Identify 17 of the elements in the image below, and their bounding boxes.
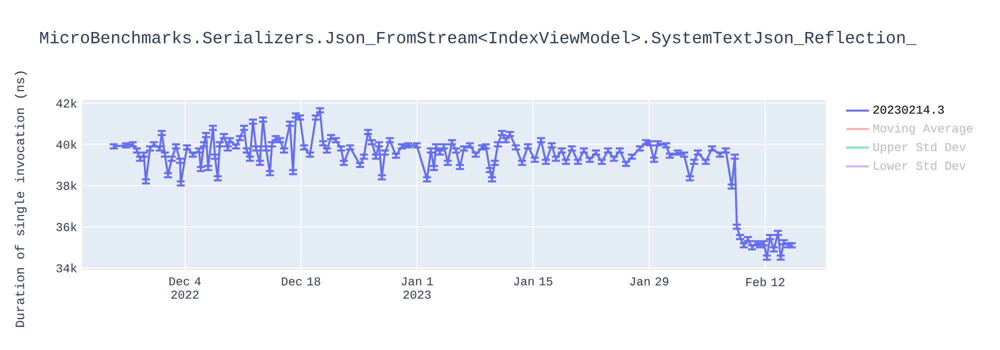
chart-title: MicroBenchmarks.Serializers.Json_FromStream<IndexViewModel>.SystemTextJson_Reflection_ <box>40 30 916 47</box>
legend-label: 20230214.3 <box>873 106 944 114</box>
legend-label: Lower Std Dev <box>874 161 966 170</box>
legend-label: Upper Std Dev <box>873 142 966 154</box>
x-tick-label: Jan 29 <box>630 277 668 286</box>
y-tick-label: 40k <box>56 140 77 149</box>
x-tick-label: Dec 4 2022 <box>169 277 201 299</box>
y-tick-label: 34k <box>56 264 77 272</box>
legend-label: Moving Average <box>873 124 973 135</box>
x-tick-label: Feb 12 <box>746 277 784 286</box>
y-axis-title: Duration of single invocation (ns) <box>14 72 27 327</box>
x-tick-label: Jan 15 <box>514 277 552 286</box>
x-tick-label: Dec 18 <box>282 277 320 286</box>
y-tick-label: 36k <box>56 222 77 232</box>
x-tick-label: Jan 1 2023 <box>402 277 433 299</box>
y-tick-label: 38k <box>56 181 77 190</box>
y-tick-label: 42k <box>56 98 77 108</box>
